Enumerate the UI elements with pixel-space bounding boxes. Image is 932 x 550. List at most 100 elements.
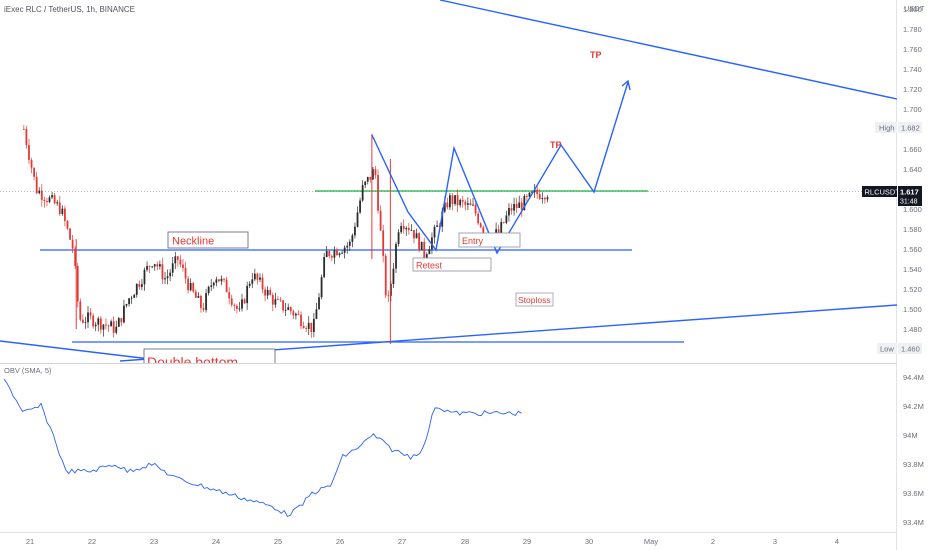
candle-body xyxy=(400,225,403,233)
candle-body xyxy=(300,314,302,326)
candle-body xyxy=(364,181,367,186)
price-tick-label: 1.780 xyxy=(903,25,922,34)
candle-body xyxy=(197,295,200,298)
time-tick-label: 25 xyxy=(274,537,282,546)
candle-body xyxy=(528,192,531,197)
candle-body xyxy=(128,298,130,305)
candle-body xyxy=(243,299,246,304)
obv-tick-label: 93.8M xyxy=(903,460,924,469)
candle-body xyxy=(415,233,418,239)
candle-body xyxy=(89,312,92,316)
candle-body xyxy=(74,248,77,266)
candle-body xyxy=(58,202,61,215)
time-tick-label: 2 xyxy=(711,537,715,546)
candle-body xyxy=(284,309,287,311)
candle-body xyxy=(246,285,249,304)
candle-body xyxy=(148,265,151,267)
tp-lower-label[interactable]: TP xyxy=(550,140,562,150)
candle-body xyxy=(130,297,133,299)
price-tick-label: 1.600 xyxy=(903,205,922,214)
stoploss-label-box[interactable] xyxy=(515,292,554,307)
candle-body xyxy=(166,276,169,279)
candle-body xyxy=(241,299,243,309)
high-tag xyxy=(875,122,897,133)
price-tick-label: 1.560 xyxy=(903,245,922,254)
candle-body xyxy=(515,204,518,208)
projection-path[interactable] xyxy=(371,81,629,255)
price-tick-label: 1.500 xyxy=(903,305,922,314)
price-axis[interactable] xyxy=(897,0,932,550)
price-tick-label: 1.800 xyxy=(903,5,922,14)
candle-body xyxy=(210,285,213,287)
double-bottom-label-box[interactable] xyxy=(143,348,276,373)
candle-body xyxy=(271,294,274,305)
candle-body xyxy=(230,298,233,305)
candle-body xyxy=(377,174,379,211)
currency-label: USDT xyxy=(904,4,925,13)
candle-body xyxy=(372,169,374,180)
retest-label-box[interactable] xyxy=(412,257,492,272)
candle-body xyxy=(99,318,102,330)
candle-body xyxy=(441,211,444,227)
candlestick-series xyxy=(22,125,549,344)
candle-body xyxy=(153,264,156,267)
candle-body xyxy=(179,259,182,265)
candle-body xyxy=(526,195,528,197)
candle-body xyxy=(361,185,364,201)
candle-body xyxy=(325,251,328,258)
candle-body xyxy=(307,322,310,329)
candle-body xyxy=(297,313,300,315)
high-value: 1.682 xyxy=(901,124,920,133)
candle-body xyxy=(192,282,195,292)
candle-body xyxy=(102,324,105,330)
candle-body xyxy=(436,225,438,227)
candle-body xyxy=(277,299,279,300)
symbol-title[interactable]: iExec RLC / TetherUS, 1h, BINANCE xyxy=(4,5,135,14)
price-tick-label: 1.520 xyxy=(903,285,922,294)
obv-tick-label: 94.4M xyxy=(903,373,924,382)
candle-body xyxy=(389,283,392,296)
entry-label-box[interactable] xyxy=(458,232,521,248)
candle-body xyxy=(379,210,382,231)
time-tick-label: 22 xyxy=(88,537,96,546)
candle-body xyxy=(151,266,154,268)
candle-body xyxy=(423,241,426,258)
candle-body xyxy=(274,299,277,305)
candle-body xyxy=(187,278,190,291)
candle-body xyxy=(194,291,197,298)
candle-body xyxy=(125,304,128,306)
candle-body xyxy=(420,241,423,251)
candle-body xyxy=(292,311,295,316)
candle-body xyxy=(500,222,503,233)
candle-body xyxy=(43,199,46,201)
candle-body xyxy=(71,239,74,249)
upper-trendline[interactable] xyxy=(439,0,898,100)
candle-body xyxy=(413,230,415,239)
time-tick-label: 21 xyxy=(26,537,34,546)
candle-body xyxy=(323,257,326,278)
time-tick-label: 29 xyxy=(523,537,531,546)
candle-body xyxy=(518,202,521,208)
candle-body xyxy=(141,284,143,287)
price-tick-label: 1.760 xyxy=(903,45,922,54)
candle-body xyxy=(464,201,467,205)
candle-body xyxy=(235,305,238,309)
candle-body xyxy=(305,328,308,329)
candle-body xyxy=(541,197,544,199)
obv-indicator-label[interactable]: OBV (SMA, 5) xyxy=(4,366,52,375)
current-price-tag xyxy=(898,186,922,206)
time-tick-label: 26 xyxy=(336,537,344,546)
candle-body xyxy=(433,226,436,238)
candle-body xyxy=(451,195,454,204)
candle-body xyxy=(189,282,192,291)
time-tick-label: 27 xyxy=(398,537,406,546)
candle-body xyxy=(482,227,485,234)
candle-body xyxy=(454,195,456,204)
candle-body xyxy=(225,279,228,293)
time-tick-label: 23 xyxy=(150,537,158,546)
tp-upper-label[interactable]: TP xyxy=(590,50,602,60)
candle-body xyxy=(169,272,172,277)
candle-body xyxy=(223,278,225,280)
neckline-label-box[interactable] xyxy=(167,231,249,249)
